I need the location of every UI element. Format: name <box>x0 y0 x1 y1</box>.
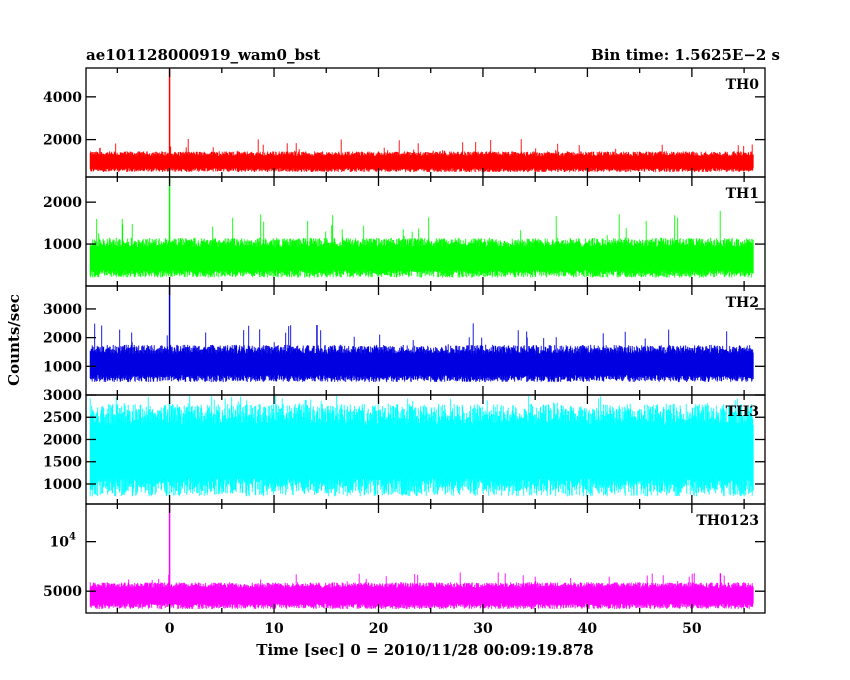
series-th3-trace <box>89 396 754 497</box>
panel-th3-label: TH3 <box>726 404 759 420</box>
x-axis-label: Time [sec] 0 = 2010/11/28 00:09:19.878 <box>256 641 593 659</box>
x-tick-label: 40 <box>578 621 598 637</box>
x-tick-label: 0 <box>165 621 175 637</box>
y-tick-label: 1000 <box>43 477 82 493</box>
chart-title: ae101128000919_wam0_bst <box>86 46 320 64</box>
y-tick-label: 3000 <box>43 302 82 318</box>
y-axis-label: Counts/sec <box>5 294 23 386</box>
y-tick-label: 5000 <box>43 584 82 600</box>
series-th0-trace <box>89 139 754 173</box>
series-th2-trace <box>89 323 754 383</box>
panel-th1-label: TH1 <box>726 186 759 202</box>
y-tick-label: 2000 <box>43 133 82 149</box>
panel-th0-label: TH0 <box>726 77 760 93</box>
y-tick-label: 2000 <box>43 195 82 211</box>
x-tick-label: 30 <box>473 621 493 637</box>
series-th1-trace <box>89 210 754 278</box>
x-tick-label: 20 <box>369 621 389 637</box>
y-tick-label: 104 <box>50 532 76 551</box>
y-tick-label: 2500 <box>43 410 82 426</box>
x-tick-label: 10 <box>264 621 284 637</box>
panel-th0123-label: TH0123 <box>696 513 759 529</box>
bin-time-label: Bin time: 1.5625E−2 s <box>591 46 780 64</box>
panel-th2-label: TH2 <box>726 295 759 311</box>
y-tick-label: 1500 <box>43 455 82 471</box>
y-tick-label: 1000 <box>43 237 82 253</box>
x-tick-label: 50 <box>682 621 702 637</box>
series-th0123-trace <box>89 572 754 609</box>
y-tick-label: 2000 <box>43 432 82 448</box>
y-tick-label: 4000 <box>43 90 82 106</box>
panel-th0123-frame <box>85 503 766 614</box>
y-tick-label: 3000 <box>43 388 82 404</box>
y-tick-label: 1000 <box>43 359 82 375</box>
y-tick-label: 2000 <box>43 331 82 347</box>
